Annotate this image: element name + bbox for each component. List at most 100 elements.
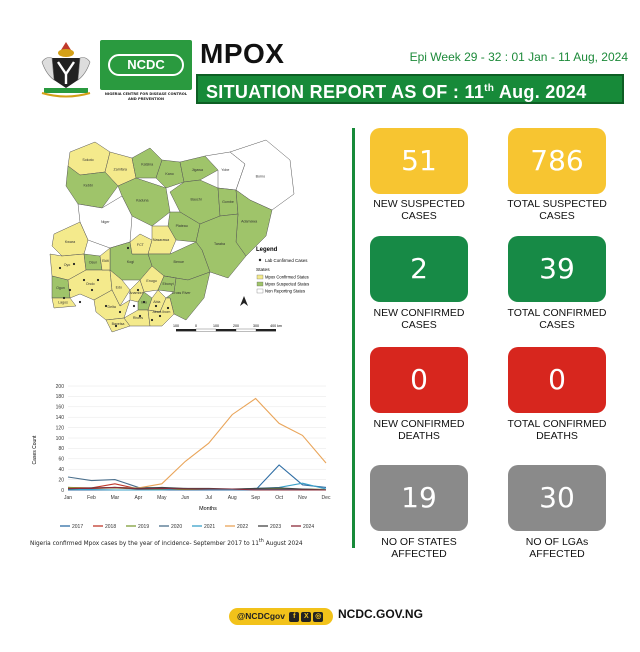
map-state-label: Jigawa — [192, 168, 203, 172]
banner-text: SITUATION REPORT AS OF : 11th Aug. 2024 — [206, 82, 587, 102]
chart-y-tick-label: 40 — [58, 467, 64, 473]
map-state-label: Nasarawa — [153, 238, 169, 242]
social-handle: @NCDCgov — [237, 611, 285, 621]
chart-y-label: Cases Count — [32, 435, 38, 465]
nigeria-states-map: Sokoto Zamfara Katsina Kano Jigawa Yobe Borno K… — [49, 139, 309, 333]
map-state-label: Abia — [153, 300, 160, 304]
scale-tick-label: 300 — [253, 324, 259, 328]
chart-legend-label: 2024 — [303, 524, 314, 530]
lab-confirmed-marker — [136, 288, 140, 292]
chart-x-label: Months — [199, 506, 217, 512]
legend-lab-confirmed: Lab Confirmed Cases — [265, 258, 308, 263]
map-state-label: Edo — [116, 285, 122, 289]
stat-label-new-suspected: NEW SUSPECTED CASES — [373, 198, 465, 222]
map-state-label: Enugu — [146, 279, 156, 283]
chart-y-tick-label: 60 — [58, 457, 64, 463]
lab-confirmed-marker — [82, 278, 86, 282]
lab-confirmed-marker — [104, 304, 108, 308]
lab-confirmed-marker — [90, 288, 94, 292]
scale-tick-label: 200 — [233, 324, 239, 328]
map-state-label: Plateau — [176, 224, 188, 228]
legend-label-nonreporting: Non Reporting States — [265, 289, 305, 294]
chart-x-tick-label: Oct — [275, 495, 283, 501]
vertical-divider — [352, 128, 355, 548]
stat-label-total-suspected: TOTAL SUSPECTED CASES — [507, 198, 607, 222]
chart-legend-label: 2020 — [171, 524, 182, 530]
lab-confirmed-marker — [158, 314, 162, 318]
stat-total-confirmed-deaths: 0 — [508, 347, 606, 413]
map-state-label: Borno — [256, 174, 266, 178]
coat-of-arms-logo — [41, 42, 91, 98]
map-state-label: Kaduna — [136, 198, 148, 202]
map-state — [109, 269, 131, 307]
map-state-label: Ogun — [56, 286, 65, 290]
map-state-label: Kwara — [65, 240, 75, 244]
stat-lgas-affected: 30 — [508, 465, 606, 531]
chart-x-tick-label: Jan — [64, 495, 72, 501]
chart-series-line-2024 — [68, 486, 326, 491]
ncdc-logo-box: NCDC — [100, 40, 192, 90]
stat-total-suspected-cases: 786 — [508, 128, 606, 194]
lab-confirmed-marker — [118, 310, 122, 314]
chart-legend-label: 2023 — [270, 524, 281, 530]
chart-caption-sup: th — [258, 539, 264, 544]
chart-legend-label: 2022 — [237, 524, 248, 530]
website-link[interactable]: NCDC.GOV.NG — [338, 607, 423, 621]
map-state-label: Lagos — [58, 301, 68, 305]
lab-confirmed-marker — [132, 304, 136, 308]
map-state-label: Gombe — [222, 200, 234, 204]
legend-swatch-nonreporting — [256, 288, 264, 294]
map-state-label: Zamfara — [114, 167, 127, 171]
lab-confirmed-marker — [138, 314, 142, 318]
facebook-icon[interactable]: f — [289, 611, 300, 622]
chart-x-tick-label: May — [157, 495, 167, 501]
chart-x-tick-label: Mar — [111, 495, 120, 501]
chart-y-tick-label: 120 — [56, 425, 65, 431]
legend-states-heading: States — [256, 267, 270, 273]
ncdc-logo-text: NCDC — [108, 54, 184, 76]
map-state-label: Delta — [108, 305, 116, 309]
map-state-label: Kogi — [127, 260, 134, 264]
stat-new-suspected-cases: 51 — [370, 128, 468, 194]
lab-confirmed-marker — [114, 324, 118, 328]
lab-confirmed-marker — [142, 300, 146, 304]
chart-legend: 2017 2018 2019 2020 2021 2022 2023 2024 — [60, 524, 314, 530]
cases-line-chart: 0 20 40 60 80 100 120 140 160 180 200 Jan Feb Mar Apr M… — [30, 370, 340, 550]
map-state-label: Sokoto — [82, 158, 93, 162]
x-icon[interactable]: X — [301, 611, 312, 622]
chart-y-tick-label: 180 — [56, 394, 65, 400]
stat-total-confirmed-cases: 39 — [508, 236, 606, 302]
map-state-label: Katsina — [141, 163, 153, 167]
map-state — [65, 165, 119, 209]
map-state-label: Osun — [89, 261, 98, 265]
report-title: MPOX — [200, 38, 285, 69]
lab-confirmed-marker — [58, 266, 62, 270]
map-state-label: Yobe — [221, 168, 229, 172]
lab-confirmed-marker — [96, 278, 100, 282]
banner-sup: th — [484, 83, 495, 94]
chart-legend-label: 2019 — [138, 524, 149, 530]
map-legend: Legend Lab Confirmed Cases States Mpox C… — [256, 247, 309, 294]
lab-confirmed-marker — [68, 288, 72, 292]
chart-series-line-2022 — [68, 397, 327, 489]
chart-y-tick-label: 100 — [56, 436, 65, 442]
map-state-label: Akwa Ibom — [153, 310, 171, 314]
lab-confirmed-marker — [62, 296, 66, 300]
scale-tick-label: 100 — [173, 324, 179, 328]
chart-x-tick-label: Aug — [228, 495, 237, 501]
stat-label-total-confirmed: TOTAL CONFIRMED CASES — [507, 307, 607, 331]
stat-label-total-deaths: TOTAL CONFIRMED DEATHS — [507, 418, 607, 442]
scale-tick-label: 400 km — [270, 324, 282, 328]
map-state-label: Cross River — [172, 291, 192, 295]
chart-y-tick-label: 140 — [56, 415, 65, 421]
map-state — [129, 233, 153, 255]
social-handle-badge[interactable]: @NCDCgov f X ◎ — [229, 608, 333, 625]
map-state-label: Benue — [174, 260, 184, 264]
chart-x-tick-label: Dec — [322, 495, 331, 501]
legend-swatch-confirmed — [256, 274, 264, 280]
map-state-label: Kano — [165, 172, 173, 176]
instagram-icon[interactable]: ◎ — [313, 611, 324, 622]
stat-label-new-confirmed: NEW CONFIRMED CASES — [373, 307, 465, 331]
stat-new-confirmed-deaths: 0 — [370, 347, 468, 413]
map-state-label: Ebonyi — [163, 282, 174, 286]
